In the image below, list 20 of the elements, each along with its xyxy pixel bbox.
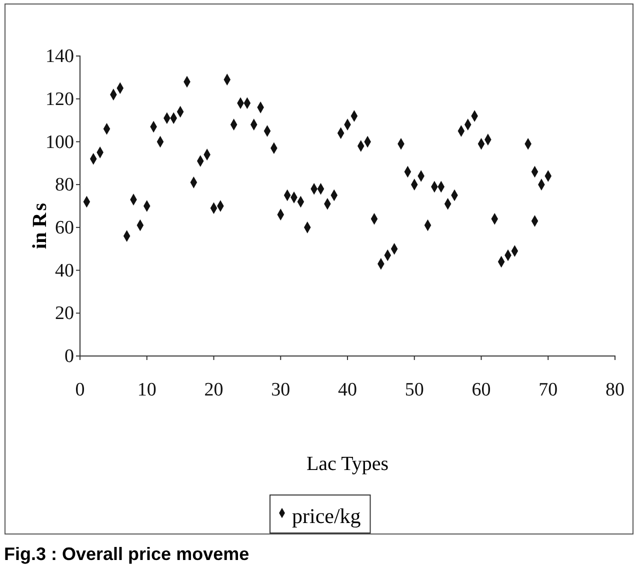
- x-tick-label: 30: [271, 379, 290, 400]
- y-axis-title: in ₨: [29, 203, 51, 249]
- y-tick-label: 140: [46, 46, 74, 68]
- x-tick-label: 60: [472, 379, 491, 400]
- x-tick-label: 80: [606, 379, 624, 400]
- x-tick-label: 50: [404, 379, 424, 400]
- y-tick-label: 120: [46, 88, 74, 110]
- caption: Fig.3 : Overall price moveme: [4, 544, 250, 564]
- y-tick-label: 20: [55, 303, 74, 324]
- x-tick-label: 20: [204, 379, 224, 400]
- x-axis-title: Lac Types: [306, 453, 389, 475]
- y-tick-label: 60: [55, 218, 74, 239]
- x-tick-label: 70: [538, 379, 558, 400]
- y-tick-label: 40: [55, 260, 74, 282]
- y-tick-label: 100: [46, 132, 74, 153]
- y-tick-label: 80: [55, 174, 74, 196]
- y-tick-label: 0: [64, 346, 74, 368]
- legend-label: price/kg: [292, 504, 362, 528]
- x-tick-label: 10: [137, 379, 156, 400]
- x-tick-label: 40: [338, 379, 357, 400]
